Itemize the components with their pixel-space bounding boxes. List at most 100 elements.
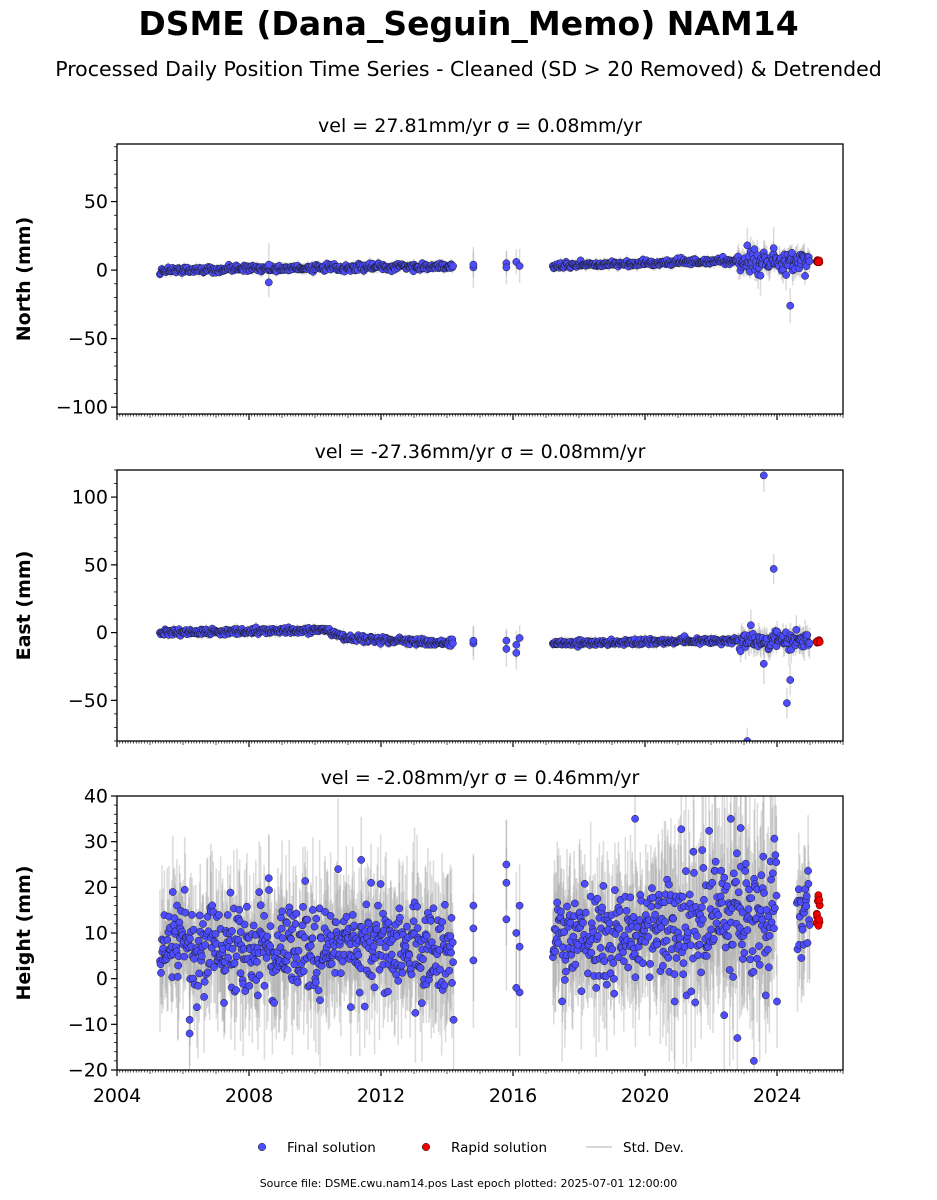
final-solution-points	[156, 814, 814, 1065]
final-point	[306, 941, 315, 950]
final-point	[788, 248, 796, 257]
final-point	[235, 905, 244, 914]
final-point	[264, 260, 273, 269]
final-point	[311, 978, 320, 987]
final-point	[783, 699, 791, 707]
final-point	[264, 278, 273, 287]
final-point	[255, 888, 264, 896]
final-point	[308, 934, 317, 943]
final-point	[292, 954, 300, 962]
final-point	[266, 922, 275, 930]
final-point	[782, 271, 790, 279]
final-point	[199, 920, 207, 928]
final-point	[173, 901, 181, 910]
plot-area	[156, 796, 824, 1070]
final-point	[299, 967, 308, 976]
final-point	[243, 902, 251, 911]
final-point	[228, 927, 236, 935]
final-point	[290, 960, 299, 969]
final-point	[298, 921, 307, 930]
rapid-point	[815, 638, 824, 646]
final-point	[277, 924, 286, 933]
final-point	[215, 911, 223, 919]
panel-title: vel = -27.36mm/yr σ = 0.08mm/yr	[315, 441, 646, 463]
final-point	[208, 901, 217, 910]
final-point	[317, 934, 326, 943]
final-solution-points	[156, 471, 814, 741]
final-point	[266, 942, 274, 951]
final-point	[181, 908, 190, 917]
final-point	[195, 911, 204, 920]
final-point	[230, 959, 239, 967]
final-point	[736, 647, 745, 656]
axes-frame	[116, 469, 844, 742]
y-tick-label: 100	[72, 487, 108, 509]
final-point	[515, 634, 524, 642]
final-point	[502, 636, 511, 645]
final-point	[194, 936, 203, 945]
final-point	[236, 969, 245, 978]
final-point	[300, 933, 309, 942]
final-point	[157, 969, 165, 977]
final-point	[270, 999, 278, 1007]
y-tick-label: 50	[84, 554, 108, 576]
final-point	[170, 914, 179, 922]
final-point	[226, 888, 235, 897]
final-point	[287, 935, 295, 943]
final-point	[759, 471, 768, 480]
y-tick-label: −100	[56, 397, 108, 419]
final-point	[769, 565, 778, 573]
final-point	[241, 987, 250, 995]
final-point	[263, 932, 272, 941]
final-point	[278, 934, 287, 943]
y-tick-label: 50	[84, 191, 108, 213]
final-point	[805, 257, 814, 266]
final-point	[283, 919, 291, 927]
final-point	[283, 966, 292, 974]
final-point	[195, 969, 204, 978]
final-point	[201, 941, 209, 949]
final-point	[805, 639, 814, 647]
final-point	[200, 977, 209, 986]
final-point	[200, 993, 208, 1001]
final-point	[189, 925, 198, 934]
final-point	[743, 241, 752, 250]
final-point	[265, 886, 273, 894]
final-point	[180, 885, 189, 894]
final-point	[186, 934, 194, 943]
final-point	[515, 262, 524, 270]
final-point	[303, 915, 312, 924]
final-point	[276, 943, 285, 952]
final-point	[299, 903, 307, 911]
final-point	[449, 262, 457, 270]
final-point	[326, 912, 335, 920]
final-point	[291, 920, 300, 928]
rapid-point	[814, 257, 823, 266]
final-point	[512, 640, 521, 649]
chart-subtitle: Processed Daily Position Time Series - C…	[55, 57, 882, 81]
rapid-solution-points	[812, 256, 824, 267]
final-point	[220, 999, 228, 1007]
final-point	[512, 649, 521, 657]
final-point	[786, 301, 795, 310]
y-tick-label: 0	[96, 622, 108, 644]
final-point	[792, 625, 801, 634]
final-point	[312, 968, 321, 977]
final-point	[321, 908, 329, 916]
final-point	[743, 737, 752, 741]
final-point	[293, 978, 302, 987]
final-point	[255, 971, 264, 979]
final-point	[228, 944, 237, 953]
final-point	[240, 920, 249, 929]
final-point	[253, 958, 261, 966]
final-point	[786, 676, 795, 684]
final-point	[204, 968, 212, 977]
final-point	[256, 901, 265, 910]
final-point	[803, 631, 812, 639]
final-point	[759, 659, 768, 668]
panel-north: −100 −50 0 50 vel = 27.81mm/yr σ = 0.08mm/yr…	[13, 115, 844, 420]
chart-title: DSME (Dana_Seguin_Memo) NAM14	[138, 4, 799, 43]
rapid-solution-points	[812, 636, 824, 647]
final-point	[292, 909, 301, 918]
final-point	[469, 636, 478, 645]
